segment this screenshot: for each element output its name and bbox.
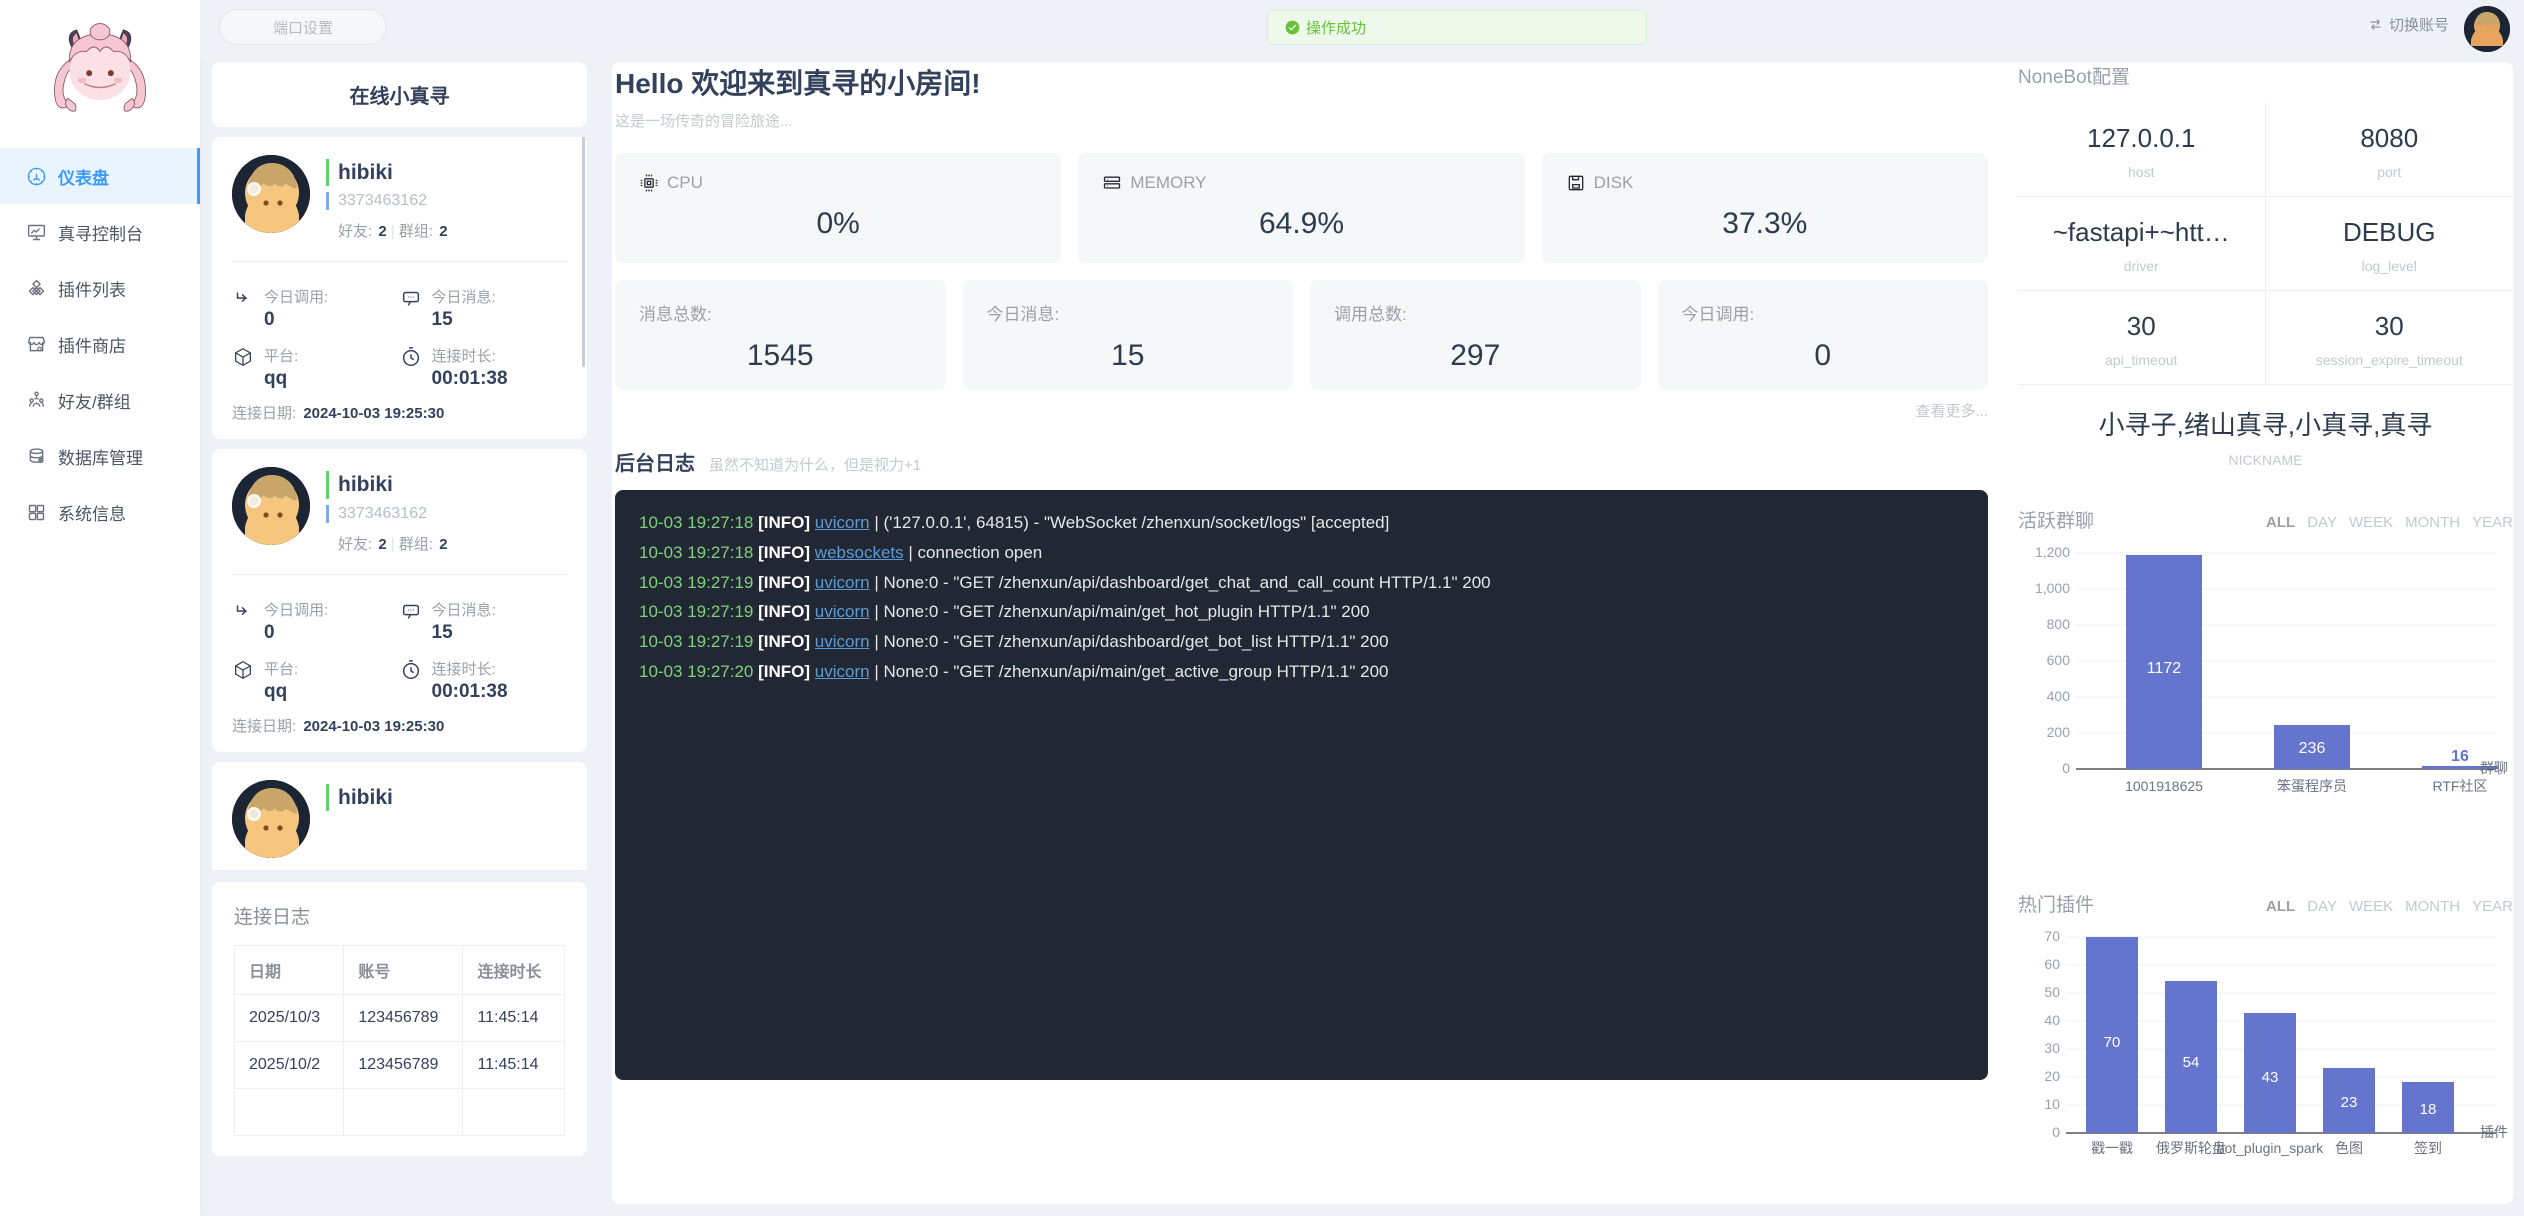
svg-text:30: 30 (2044, 1040, 2060, 1056)
svg-text:戳一戳: 戳一戳 (2091, 1140, 2133, 1156)
svg-text:0: 0 (2052, 1124, 2060, 1140)
svg-text:10: 10 (2044, 1096, 2060, 1112)
svg-text:俄罗斯轮盘: 俄罗斯轮盘 (2156, 1140, 2226, 1156)
svg-text:23: 23 (2341, 1094, 2358, 1111)
svg-text:0: 0 (2062, 760, 2070, 776)
svg-text:800: 800 (2047, 616, 2071, 632)
svg-text:60: 60 (2044, 956, 2060, 972)
svg-text:50: 50 (2044, 984, 2060, 1000)
svg-text:600: 600 (2047, 652, 2071, 668)
svg-text:400: 400 (2047, 688, 2071, 704)
svg-text:70: 70 (2044, 928, 2060, 944)
svg-text:色图: 色图 (2335, 1140, 2363, 1156)
svg-text:1172: 1172 (2147, 660, 2182, 677)
svg-text:插件: 插件 (2480, 1124, 2508, 1140)
svg-text:18: 18 (2420, 1101, 2437, 1118)
svg-text:200: 200 (2047, 724, 2071, 740)
svg-text:16: 16 (2451, 748, 2469, 765)
svg-text:40: 40 (2044, 1012, 2060, 1028)
svg-text:70: 70 (2104, 1034, 2121, 1051)
svg-text:1,200: 1,200 (2035, 544, 2070, 560)
svg-text:1,000: 1,000 (2035, 580, 2070, 596)
svg-text:54: 54 (2183, 1054, 2200, 1071)
svg-text:1001918625: 1001918625 (2125, 778, 2203, 794)
svg-text:签到: 签到 (2414, 1140, 2442, 1156)
svg-text:bot_plugin_spark: bot_plugin_spark (2217, 1140, 2325, 1156)
svg-text:RTF社区: RTF社区 (2433, 778, 2488, 794)
svg-text:笨蛋程序员: 笨蛋程序员 (2277, 778, 2347, 794)
svg-text:236: 236 (2299, 740, 2326, 757)
svg-text:20: 20 (2044, 1068, 2060, 1084)
svg-text:43: 43 (2262, 1069, 2279, 1086)
svg-text:群聊: 群聊 (2480, 760, 2508, 776)
